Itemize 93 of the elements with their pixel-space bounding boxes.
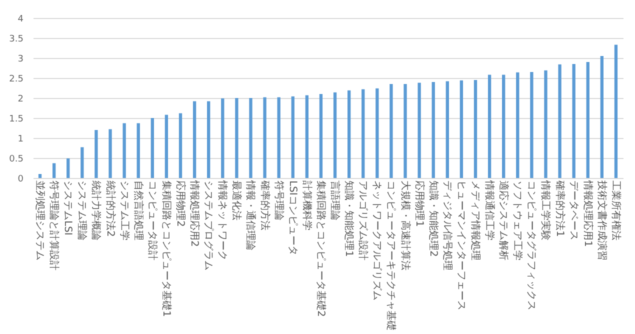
bar — [488, 74, 492, 178]
x-tick-label: コンピュータグラフィックス — [526, 180, 537, 310]
x-tick-label: 応用物理2 — [174, 180, 186, 227]
x-tick-label: 適応システム解析 — [498, 180, 510, 260]
bar — [80, 147, 84, 178]
x-tick-label: 情報ネットワーク — [216, 180, 229, 260]
x-tick-label: メディア情報処理 — [470, 180, 482, 260]
bar — [614, 44, 618, 178]
y-tick-label: 0.5 — [9, 154, 24, 164]
bar — [319, 94, 323, 178]
x-tick-label: 大規模・高速計算法 — [399, 180, 412, 270]
x-tick-label: 並列処理システム — [34, 180, 46, 260]
x-tick-label: アルゴリズム設計 — [357, 180, 370, 260]
bar — [432, 82, 435, 178]
x-tick-label: ネットワークアルゴリズム — [371, 180, 384, 300]
x-tick-label: 符号理論 — [272, 180, 285, 220]
bar — [52, 163, 56, 178]
x-tick-label: 情報通信工学 — [484, 180, 496, 240]
bar — [192, 101, 196, 178]
bar — [390, 84, 393, 178]
y-tick-label: 0 — [18, 174, 24, 184]
bar — [474, 80, 478, 178]
x-tick-label: 符号理論と計算設計 — [48, 180, 60, 270]
bar — [572, 64, 576, 178]
bar — [530, 72, 534, 178]
bar — [305, 95, 309, 178]
bar — [164, 114, 168, 178]
bar — [516, 72, 520, 178]
y-tick-label: 3 — [18, 54, 24, 64]
x-tick-label: 最適化法 — [230, 180, 243, 220]
bar — [122, 123, 126, 178]
y-tick-label: 1.5 — [9, 114, 24, 124]
x-tick-label: 情報処理応用1 — [582, 180, 594, 247]
bar — [376, 88, 379, 178]
y-tick-label: 1 — [18, 134, 24, 144]
y-tick-label: 4 — [18, 14, 24, 24]
y-tick-label: 3.5 — [9, 34, 24, 44]
x-tick-label: コンピュータアーキテクチャ基礎 — [385, 180, 398, 330]
y-tick-label: 2 — [18, 94, 24, 104]
x-tick-label: 集積回路とコンピュータ基礎2 — [314, 180, 327, 317]
bar — [600, 56, 604, 178]
x-tick-label: 技術文書作成演習 — [596, 180, 608, 260]
bar — [291, 96, 294, 178]
x-tick-label: 確率的方法 — [258, 180, 271, 230]
x-tick-label: 情報処理応用2 — [188, 180, 201, 247]
x-tick-label: 知識・知能処理1 — [343, 180, 356, 257]
x-tick-label: システムLSI — [62, 180, 74, 236]
bar — [66, 158, 70, 178]
bar — [178, 113, 182, 178]
bar — [108, 129, 112, 178]
bar — [150, 118, 154, 178]
x-tick-label: LSIコンピュータ — [286, 180, 298, 256]
x-tick-label: 情報・通信理論 — [244, 180, 257, 250]
bar — [362, 89, 365, 178]
x-tick-label: 言語理論 — [329, 180, 342, 220]
x-tick-label: 工業所有権法 — [610, 180, 622, 240]
bar — [558, 64, 562, 178]
bar — [418, 82, 421, 178]
x-tick-label: 知識・知能処理2 — [427, 180, 440, 257]
bar — [404, 84, 407, 178]
x-tick-label: データベース — [568, 180, 579, 240]
x-tick-label: 自然言語処理 — [132, 180, 144, 240]
x-tick-label: コンピュータ設計 — [146, 180, 158, 260]
bar — [347, 90, 351, 178]
x-tick-label: ディジタル信号処理 — [441, 180, 454, 270]
x-tick-label: 計算機科学 — [300, 180, 313, 230]
bar — [460, 80, 464, 178]
x-tick-label: システム理論 — [76, 180, 88, 240]
y-tick-label: 2.5 — [9, 74, 24, 84]
x-tick-label: 情報工学実験 — [540, 180, 552, 240]
x-tick-label: システムプログラム — [202, 180, 215, 270]
x-tick-label: 統計力学概論 — [90, 180, 102, 240]
x-tick-label: 応用物理1 — [413, 180, 426, 227]
x-tick-label: 集積回路とコンピュータ基礎1 — [160, 180, 172, 317]
bar — [263, 97, 266, 178]
x-tick-label: システム工学 — [118, 180, 130, 240]
bar — [544, 70, 548, 178]
x-tick-label: 確率的方法1 — [554, 180, 566, 237]
bar — [221, 98, 224, 178]
bar — [94, 130, 98, 178]
bar — [235, 98, 238, 178]
bar — [249, 98, 252, 178]
bar — [207, 101, 210, 178]
bar — [38, 174, 42, 178]
bar — [502, 74, 506, 178]
x-tick-label: ヒューマンインターフェース — [455, 180, 466, 310]
bar — [136, 123, 140, 178]
bar — [446, 81, 449, 178]
bar — [277, 97, 280, 178]
x-tick-label: 統計的方法2 — [104, 180, 116, 237]
x-tick-label: ソフトウェア工学 — [512, 180, 524, 260]
bar — [333, 92, 337, 178]
bar — [586, 62, 590, 178]
